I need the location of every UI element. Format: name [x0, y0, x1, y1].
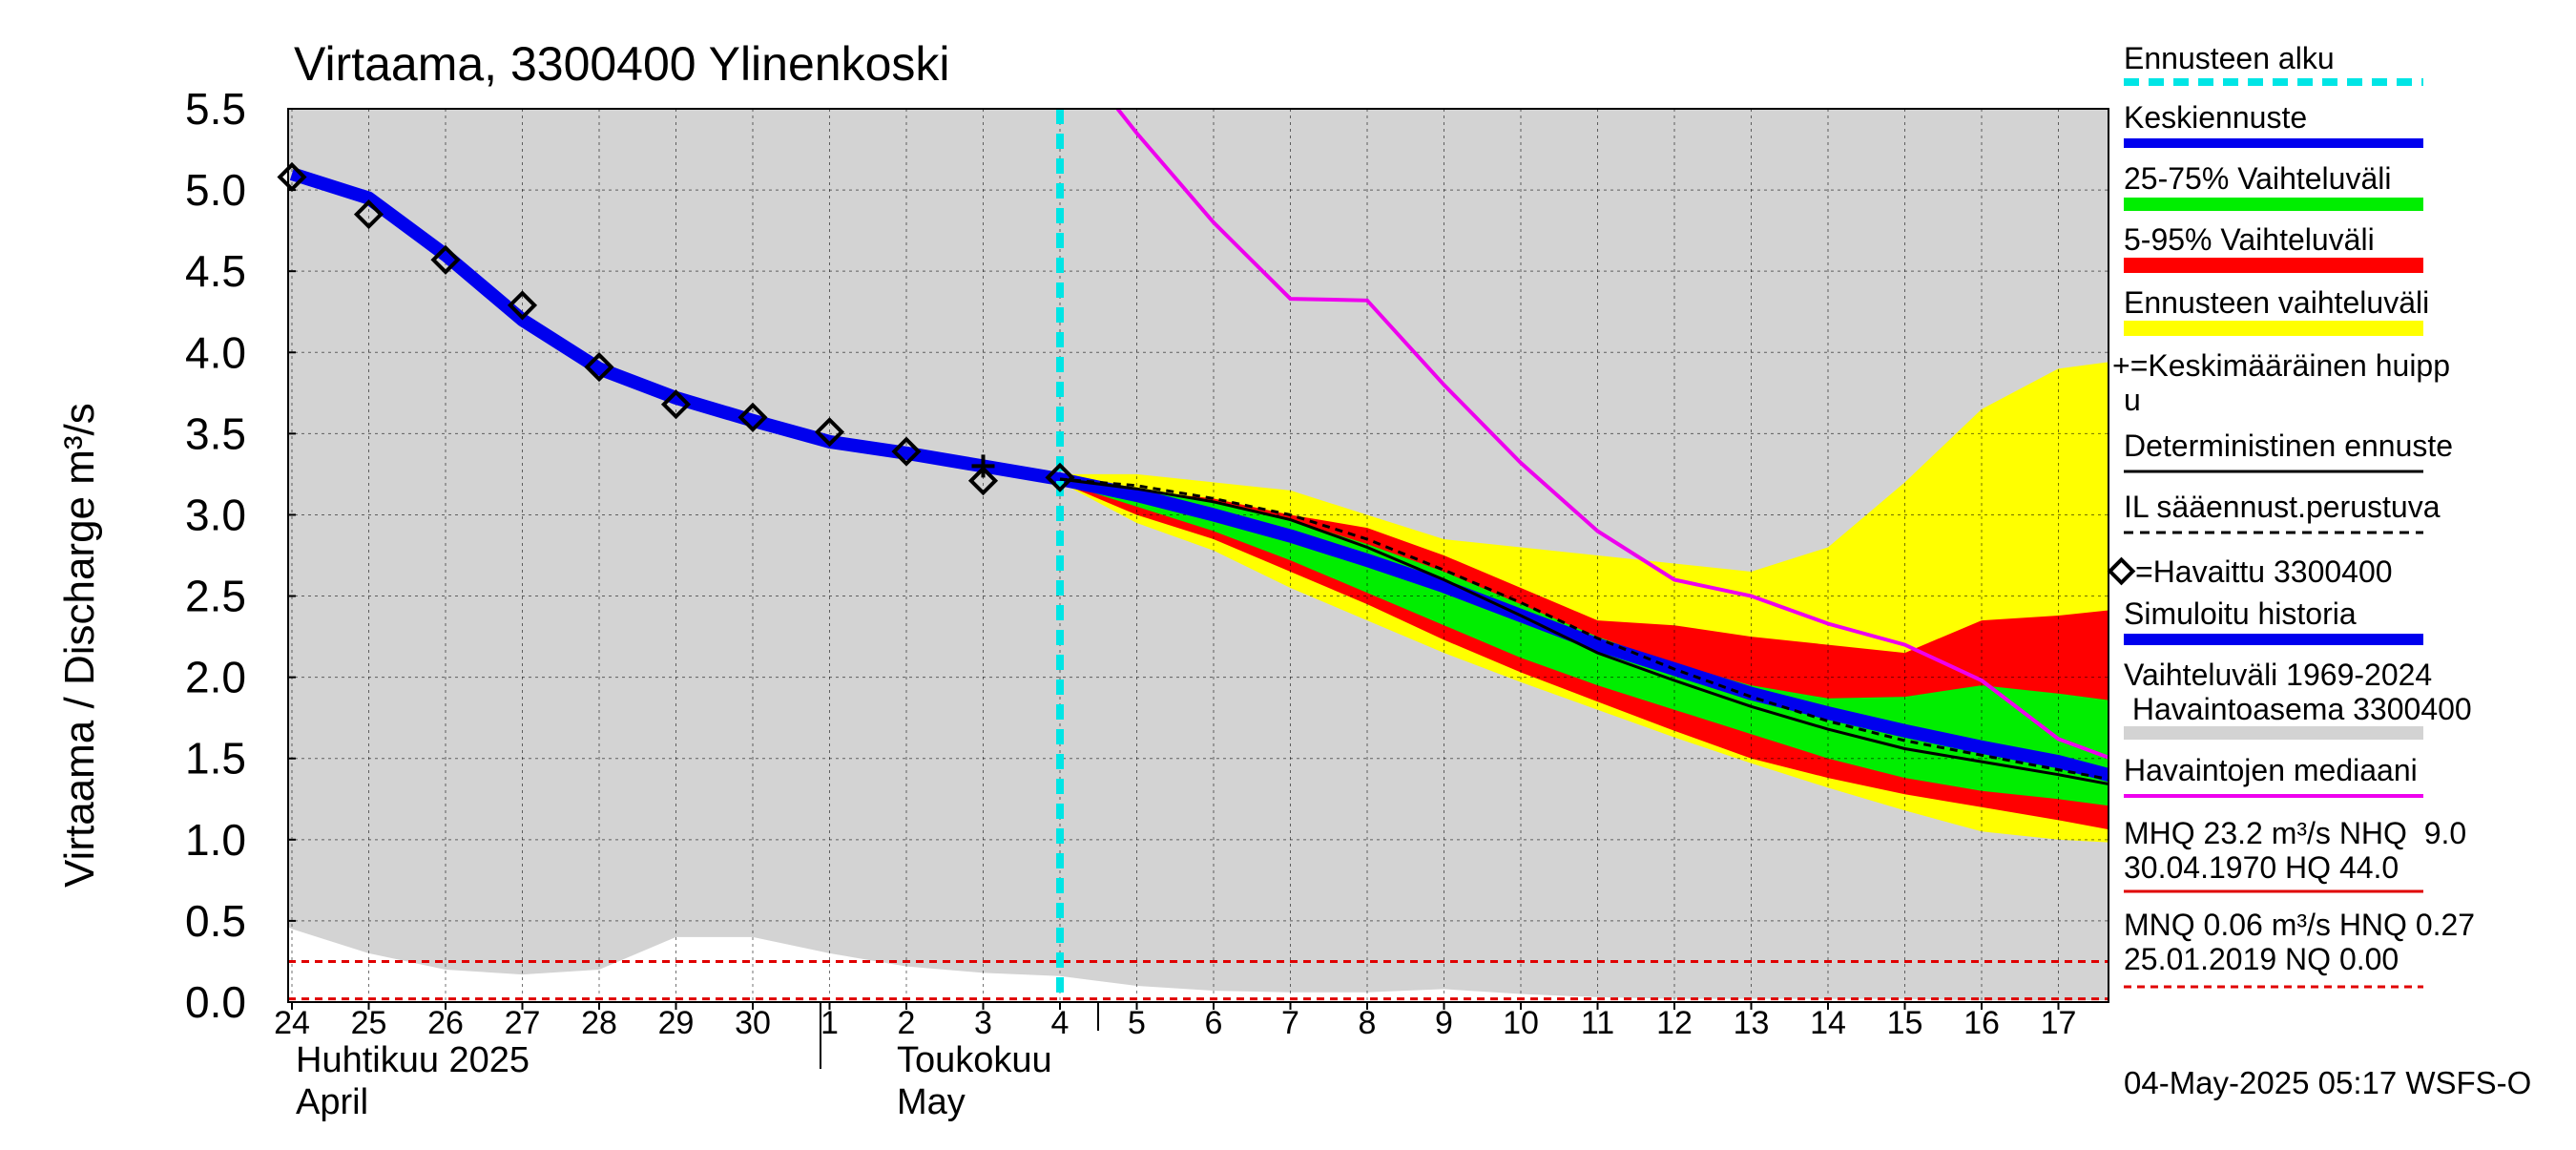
- legend-label-history-station: Havaintoasema 3300400: [2124, 692, 2472, 726]
- observed-point: [430, 244, 461, 275]
- y-tick-label: 1.5: [185, 734, 246, 784]
- legend: Ennusteen alku Keskiennuste 25-75% Vaiht…: [2107, 41, 2475, 989]
- legend-label-mean-forecast: Keskiennuste: [2124, 100, 2307, 135]
- x-tick-label: 13: [1734, 1005, 1770, 1041]
- x-tick-label: 12: [1656, 1005, 1693, 1041]
- x-tick-label: 10: [1503, 1005, 1539, 1041]
- legend-label-hq: 30.04.1970 HQ 44.0: [2124, 850, 2399, 885]
- bands-layer: [288, 109, 2109, 1001]
- y-tick-label: 4.0: [185, 327, 246, 377]
- y-tick-label: 5.5: [185, 84, 246, 134]
- x-tick-label: 30: [735, 1005, 771, 1041]
- legend-label-forecast-start: Ennusteen alku: [2124, 41, 2335, 75]
- observed-point: [737, 402, 768, 432]
- legend-label-band-25-75: 25-75% Vaihteluväli: [2124, 161, 2391, 196]
- x-tick-label: 1: [821, 1005, 839, 1041]
- observed-point: [814, 417, 845, 448]
- legend-swatch-observed: [2107, 556, 2136, 586]
- history-range-band: [288, 109, 2109, 1001]
- x-tick-label: 28: [581, 1005, 617, 1041]
- x-tick-label: 17: [2041, 1005, 2077, 1041]
- y-tick-label: 4.5: [185, 246, 246, 296]
- x-tick-label: 14: [1810, 1005, 1846, 1041]
- y-tick-label: 2.5: [185, 572, 246, 621]
- x-tick-label: 6: [1205, 1005, 1223, 1041]
- plot-frame: [287, 108, 2109, 1003]
- mean-forecast-line: [1058, 474, 2109, 781]
- legend-label-ensemble-range: Ennusteen vaihteluväli: [2124, 285, 2429, 320]
- footer-timestamp: 04-May-2025 05:17 WSFS-O: [2124, 1065, 2531, 1100]
- y-tick-label: 0.5: [185, 896, 246, 946]
- legend-label-observed: =Havaittu 3300400: [2135, 554, 2393, 589]
- x-tick-label: 9: [1435, 1005, 1453, 1041]
- y-tick-label: 1.0: [185, 815, 246, 865]
- median-line: [1115, 109, 2109, 760]
- observed-point: [1045, 462, 1075, 492]
- x-tick-label: 16: [1963, 1005, 2000, 1041]
- x-tick-label: 24: [274, 1005, 310, 1041]
- legend-label-history-range: Vaihteluväli 1969-2024: [2124, 658, 2432, 692]
- x-tick-label: 5: [1128, 1005, 1146, 1041]
- observed-point: [660, 389, 692, 420]
- deterministic-forecast-line: [1059, 477, 2109, 786]
- observed-point: [353, 199, 384, 230]
- legend-label-mean-peak-cont: u: [2124, 383, 2141, 417]
- legend-label-mhq: MHQ 23.2 m³/s NHQ 9.0: [2124, 816, 2466, 850]
- month1-fi-label: Huhtikuu 2025: [296, 1040, 530, 1080]
- x-tick-label: 29: [658, 1005, 695, 1041]
- markers-layer: [277, 161, 1075, 496]
- legend-label-mnq: MNQ 0.06 m³/s HNQ 0.27: [2124, 908, 2475, 942]
- y-tick-label: 3.0: [185, 490, 246, 539]
- observed-point: [891, 436, 922, 467]
- x-tick-label: 3: [974, 1005, 992, 1041]
- x-tick-label: 2: [898, 1005, 916, 1041]
- month1-en-label: April: [296, 1082, 368, 1122]
- legend-label-mean-peak: +=Keskimääräinen huipp: [2112, 348, 2450, 383]
- legend-label-il-forecast: IL sääennust.perustuva: [2124, 490, 2441, 524]
- legend-label-simulated-history: Simuloitu historia: [2124, 596, 2357, 631]
- y-axis-label: Virtaama / Discharge m³/s: [56, 403, 103, 888]
- x-tick-label: 7: [1281, 1005, 1299, 1041]
- y-tick-label: 5.0: [185, 165, 246, 215]
- lines-layer: [288, 109, 2109, 1002]
- y-tick-label: 2.0: [185, 653, 246, 702]
- il-forecast-line: [1059, 477, 2109, 781]
- x-tick-label: 4: [1051, 1005, 1070, 1041]
- month2-fi-label: Toukokuu: [897, 1040, 1052, 1080]
- observed-point: [507, 290, 538, 321]
- y-tick-label: 3.5: [185, 408, 246, 458]
- observed-point: [277, 161, 307, 193]
- legend-label-deterministic: Deterministinen ennuste: [2124, 429, 2453, 463]
- x-tick-label: 11: [1581, 1005, 1614, 1041]
- legend-label-band-5-95: 5-95% Vaihteluväli: [2124, 222, 2375, 257]
- observed-point: [967, 466, 999, 496]
- x-tick-label: 27: [505, 1005, 541, 1041]
- observed-point: [584, 352, 614, 383]
- x-tick-label: 25: [351, 1005, 387, 1041]
- x-tick-label: 15: [1887, 1005, 1923, 1041]
- x-tick-label: 26: [427, 1005, 464, 1041]
- chart-title: Virtaama, 3300400 Ylinenkoski: [294, 37, 950, 91]
- legend-label-median: Havaintojen mediaani: [2124, 753, 2418, 787]
- y-tick-label: 0.0: [185, 977, 246, 1027]
- legend-label-nq: 25.01.2019 NQ 0.00: [2124, 942, 2399, 976]
- x-tick-label: 8: [1359, 1005, 1377, 1041]
- axes-layer: 0.00.51.01.52.02.53.03.54.04.55.05.524 25…: [185, 84, 2076, 1069]
- month2-en-label: May: [897, 1082, 966, 1122]
